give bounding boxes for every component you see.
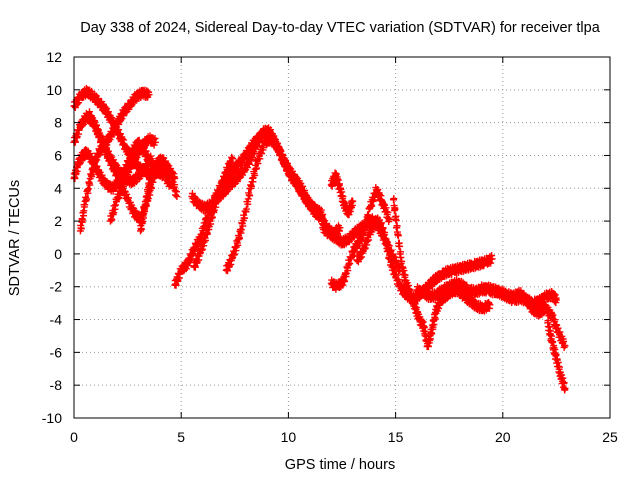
y-tick-label: 0 bbox=[54, 246, 62, 262]
series-track-n bbox=[327, 184, 393, 293]
y-tick-label: 4 bbox=[54, 180, 62, 196]
y-axis-label: SDTVAR / TECUs bbox=[7, 180, 23, 296]
y-tick-label: -2 bbox=[50, 279, 63, 295]
y-tick-label: 8 bbox=[54, 115, 62, 131]
series-track-s bbox=[544, 317, 569, 394]
data-point-markers bbox=[106, 132, 159, 225]
series-track-m bbox=[327, 169, 357, 219]
y-tick-label: -8 bbox=[50, 377, 63, 393]
series-track-f bbox=[106, 132, 159, 225]
series-track-o bbox=[353, 214, 496, 305]
series-track-k bbox=[222, 132, 320, 275]
data-points bbox=[70, 84, 569, 394]
x-tick-label: 5 bbox=[177, 429, 185, 445]
y-tick-label: -10 bbox=[42, 410, 62, 426]
series-track-g bbox=[137, 153, 179, 235]
x-tick-label: 10 bbox=[281, 429, 297, 445]
data-point-markers bbox=[76, 86, 153, 235]
x-axis-label: GPS time / hours bbox=[285, 457, 395, 473]
data-point-markers bbox=[353, 214, 496, 305]
data-point-markers bbox=[544, 317, 569, 394]
data-point-markers bbox=[327, 169, 357, 219]
data-point-markers bbox=[327, 184, 393, 293]
data-point-markers bbox=[190, 153, 237, 271]
series-track-r bbox=[477, 281, 569, 351]
y-tick-label: 2 bbox=[54, 213, 62, 229]
x-tick-label: 15 bbox=[388, 429, 404, 445]
data-point-markers bbox=[222, 132, 320, 275]
y-tick-label: 10 bbox=[46, 82, 62, 98]
x-tick-label: 20 bbox=[495, 429, 511, 445]
data-point-markers bbox=[477, 281, 569, 351]
series-track-d bbox=[76, 86, 153, 235]
y-tick-label: -6 bbox=[50, 344, 63, 360]
series-track-j bbox=[190, 153, 237, 271]
x-tick-label: 0 bbox=[70, 429, 78, 445]
chart-title: Day 338 of 2024, Sidereal Day-to-day VTE… bbox=[80, 20, 600, 36]
x-tick-label: 25 bbox=[602, 429, 618, 445]
y-tick-label: 6 bbox=[54, 147, 62, 163]
y-tick-label: 12 bbox=[46, 49, 62, 65]
y-tick-label: -4 bbox=[50, 312, 63, 328]
plot-frame bbox=[73, 56, 611, 419]
data-point-markers bbox=[137, 153, 179, 235]
